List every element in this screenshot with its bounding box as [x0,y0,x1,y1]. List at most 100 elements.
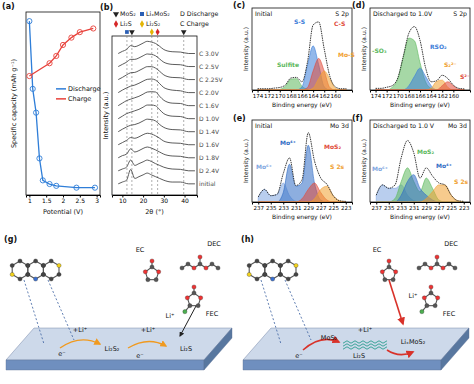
legend-symbol [140,12,144,16]
legend: DischargeCharge [56,85,101,103]
pattern-label: C 1.6V [199,102,220,109]
reference-line [157,36,158,195]
fit-component [376,175,464,202]
diagram-label: e⁻ [136,352,143,360]
atom [10,263,14,267]
data-point [92,185,97,190]
x-tick: 1.5 [42,195,52,204]
legend-swatch [56,88,66,90]
x-tick: 2.5 [76,195,86,204]
xrd-pattern [118,169,195,183]
x-tick-label: 233 [279,205,290,211]
fit-component [258,183,346,202]
fit-component [258,145,346,202]
x-tick-label: 30 [161,197,169,204]
x-tick: 168 [404,90,415,99]
pattern-label: C 2.0V [199,89,220,96]
x-tick: 174 [253,90,264,99]
plot-area [118,36,195,195]
atom [255,259,259,263]
atom [380,270,384,274]
peak-label: MoS₂ [417,148,434,155]
atom [180,266,184,270]
xrd-pattern [118,105,195,119]
data-point [54,53,59,58]
atom [247,272,251,276]
plot-frame [252,120,352,202]
panel-annotation: S 2p [453,10,467,18]
atom [391,278,395,282]
legend-label: MoS₂ [120,10,136,17]
atom [263,263,267,267]
y-axis-title: Intensity (a.u.) [102,92,110,140]
x-tick: 164 [426,90,437,99]
atom [216,266,220,270]
peak-label: S 2s [454,178,469,185]
x-tick: 172 [264,90,275,99]
atom [429,266,433,270]
diagram-label: +Li⁺ [358,326,372,334]
atom [34,259,38,263]
peak-label: S-S [294,18,305,25]
peak-label: Mo⁶⁺ [256,163,272,170]
pattern-label: D 1.6V [199,141,220,148]
atom [433,304,437,308]
plot-area [27,19,98,191]
atom [417,266,421,270]
diagram-label: Li₂S [180,345,192,353]
y-axis-title: Intensity (a.u.) [242,27,250,71]
x-tick: 30 [161,195,169,204]
ring [249,261,265,279]
x-tick-label: 166 [415,93,426,99]
atom [41,272,45,276]
x-tick: 231 [291,202,302,211]
atom [263,272,267,276]
x-tick-label: 231 [409,205,420,211]
atom [57,263,61,267]
xrd-pattern [118,79,195,93]
pattern-label: C 3.0V [199,50,220,57]
legend-label: C Charge [180,20,209,28]
x-tick: 229 [304,202,315,211]
x-tick: 166 [415,90,426,99]
atom [387,259,391,263]
phase-marker [156,29,160,36]
diagram: (g)ECDECFECLi⁺+Li⁺e⁻Li₂S₂+Li⁺e⁻Li₂S [4,235,232,370]
atom [420,310,424,314]
diagram-label: e⁻ [295,352,302,360]
slab-top [6,328,232,360]
x-tick-label: 160 [331,93,342,99]
atom [435,255,439,259]
x-axis: 10203040 [113,195,198,204]
x-axis: 237235233231229227225223 [253,202,353,211]
x-tick: 160 [331,90,342,99]
peak-label: S₂²⁻ [444,61,457,68]
data-point [47,181,52,186]
x-tick: 164 [308,90,319,99]
x-axis-title: Binding energy (eV) [272,213,332,221]
legend-label: Li₂S₂ [146,20,161,27]
pattern-label: C 2.25V [199,76,223,83]
diagram-label: DEC [444,240,458,248]
fit-component [376,80,465,90]
x-axis-title: 2θ (°) [145,208,164,216]
x-tick-label: 225 [447,205,458,211]
data-point [40,178,45,183]
diagram-label: +Li⁺ [141,326,155,334]
ring [12,261,28,279]
data-point [37,156,42,161]
panel-annotation: Initial [255,122,272,129]
x-tick: 174 [371,90,382,99]
peak-label: Mo⁴⁺ [280,139,296,146]
x-tick-label: 237 [254,205,265,211]
x-tick: 229 [422,202,433,211]
x-tick-label: 233 [397,205,408,211]
panel-label: (g) [4,235,17,244]
x-tick: 10 [119,195,127,204]
xrd-pattern [118,41,195,53]
mos2-sheet [343,344,387,346]
ring [265,261,281,279]
diagram-label: Li⁺ [409,292,418,300]
arrow [60,340,100,348]
panel-label: (f) [352,114,363,123]
